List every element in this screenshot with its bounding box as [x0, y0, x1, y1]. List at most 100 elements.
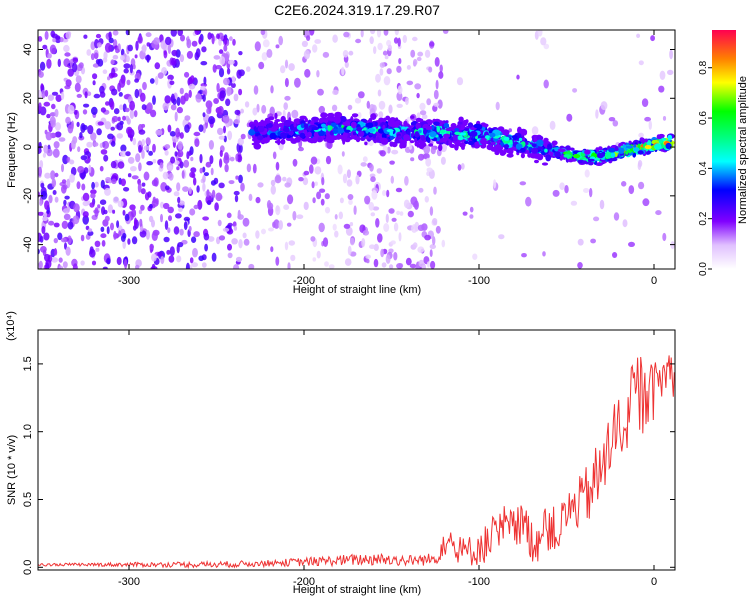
noise-blob	[310, 236, 316, 242]
noise-blob	[80, 155, 88, 161]
noise-blob	[238, 239, 243, 249]
noise-blob	[216, 82, 220, 93]
noise-blob	[57, 58, 61, 68]
noise-blob	[65, 79, 72, 87]
ridge-blob	[518, 137, 523, 142]
noise-blob	[403, 199, 410, 209]
noise-blob	[90, 41, 96, 51]
noise-blob	[184, 115, 191, 121]
noise-blob	[100, 226, 105, 232]
noise-blob	[45, 131, 53, 141]
noise-blob	[43, 232, 50, 241]
noise-blob	[424, 196, 429, 203]
noise-blob	[368, 201, 375, 211]
ridge-blob	[481, 126, 486, 131]
noise-blob	[88, 164, 92, 174]
spectrogram-ylabel: Frequency (Hz)	[6, 112, 18, 188]
noise-blob	[146, 54, 150, 63]
noise-blob	[82, 211, 89, 218]
noise-blob	[405, 257, 412, 266]
noise-blob	[212, 64, 217, 73]
noise-blob	[217, 105, 224, 116]
noise-blob	[100, 233, 107, 239]
ridge-blob	[521, 130, 528, 136]
noise-blob	[202, 90, 207, 96]
noise-blob	[418, 187, 424, 193]
ridge-blob	[665, 142, 672, 150]
noise-blob	[270, 179, 276, 187]
noise-blob	[193, 177, 197, 186]
noise-blob	[190, 167, 197, 174]
ridge-blob	[445, 127, 453, 132]
noise-blob	[138, 144, 142, 153]
noise-blob	[51, 257, 58, 263]
noise-blob	[60, 237, 67, 243]
noise-blob	[47, 94, 55, 101]
noise-blob	[198, 36, 202, 45]
noise-blob	[217, 127, 224, 136]
noise-blob	[51, 103, 56, 110]
noise-blob	[112, 196, 120, 204]
ridge-blob	[280, 132, 288, 139]
ridge-blob	[378, 117, 385, 123]
noise-blob	[93, 93, 101, 99]
noise-blob	[382, 50, 388, 56]
noise-blob	[62, 261, 68, 269]
noise-blob	[322, 237, 329, 248]
ridge-blob	[557, 148, 566, 153]
ridge-blob	[536, 135, 544, 141]
noise-blob	[122, 232, 127, 239]
noise-blob	[412, 242, 418, 249]
noise-blob	[375, 218, 380, 228]
noise-blob	[87, 91, 92, 96]
noise-blob	[93, 142, 99, 147]
noise-blob	[107, 204, 113, 214]
noise-blob	[210, 180, 217, 186]
noise-blob	[188, 187, 192, 195]
noise-blob	[45, 262, 50, 269]
noise-blob	[292, 158, 298, 167]
noise-blob	[275, 161, 280, 171]
noise-blob	[282, 176, 287, 182]
ridge-blob	[333, 116, 340, 120]
noise-blob	[50, 30, 56, 38]
noise-blob	[66, 178, 71, 189]
noise-blob	[96, 42, 102, 48]
noise-blob	[151, 179, 158, 187]
noise-blob	[185, 262, 190, 269]
ridge-blob	[357, 130, 365, 137]
noise-blob	[124, 107, 130, 113]
noise-blob	[234, 194, 239, 203]
ridge-blob	[332, 129, 339, 134]
noise-blob	[206, 189, 210, 198]
noise-blob	[38, 166, 42, 177]
noise-blob	[66, 205, 70, 213]
noise-blob	[378, 100, 386, 110]
noise-blob	[349, 251, 357, 257]
noise-blob	[290, 254, 296, 262]
noise-blob	[378, 111, 384, 119]
noise-blob	[213, 98, 220, 104]
noise-blob	[397, 37, 401, 47]
noise-blob	[80, 260, 85, 266]
noise-blob	[64, 52, 71, 57]
noise-blob	[441, 239, 446, 248]
noise-blob	[211, 189, 216, 199]
ridge-blob	[429, 131, 437, 138]
noise-blob	[91, 260, 97, 266]
noise-blob	[164, 95, 171, 104]
noise-blob	[183, 159, 190, 168]
noise-blob	[94, 181, 99, 188]
noise-blob	[521, 253, 527, 258]
noise-blob	[393, 222, 399, 232]
noise-blob	[183, 92, 189, 102]
ridge-blob	[303, 123, 309, 129]
noise-blob	[542, 251, 546, 257]
noise-blob	[153, 37, 160, 45]
noise-blob	[190, 75, 195, 83]
noise-blob	[134, 54, 138, 59]
ridge-blob	[414, 138, 418, 143]
noise-blob	[669, 49, 673, 60]
noise-blob	[312, 257, 317, 262]
noise-blob	[202, 166, 206, 173]
